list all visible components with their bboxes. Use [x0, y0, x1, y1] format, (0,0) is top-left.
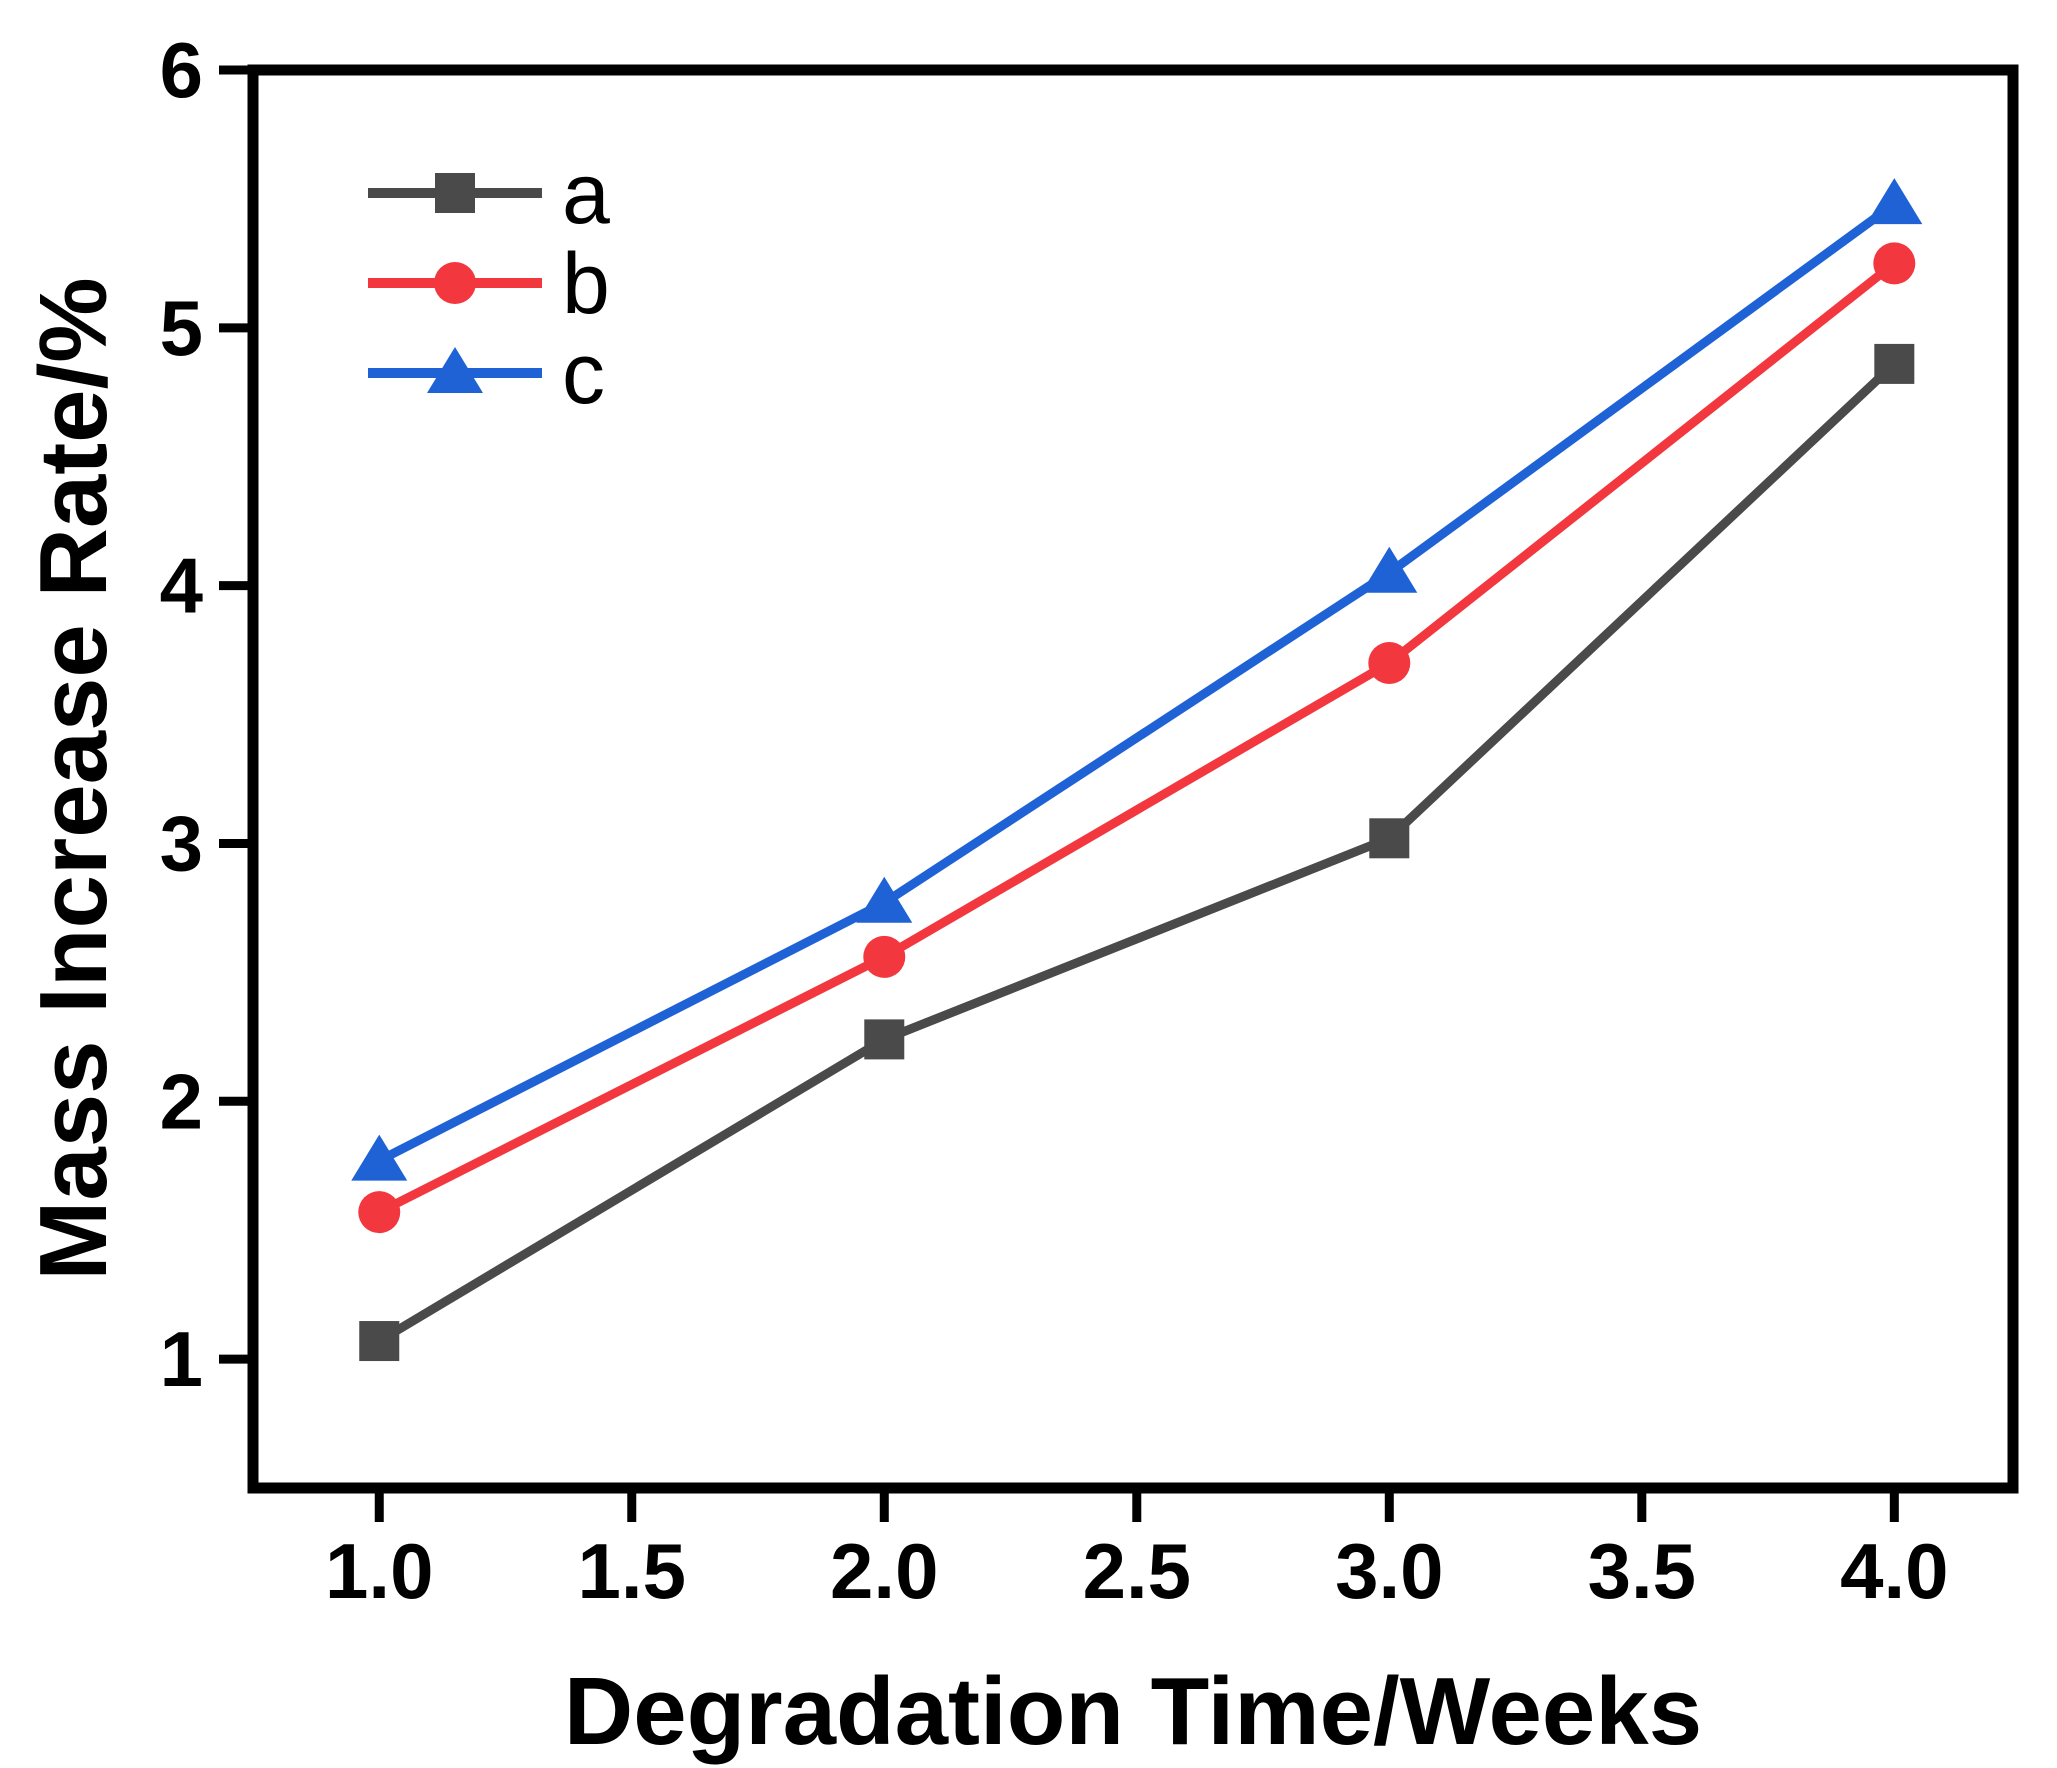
x-tick-label: 1.0	[325, 1527, 433, 1615]
y-tick-label: 6	[160, 26, 203, 114]
x-tick-label: 2.5	[1083, 1527, 1191, 1615]
series-b-marker	[1873, 242, 1916, 285]
x-tick-label: 3.5	[1588, 1527, 1696, 1615]
x-tick-label: 1.5	[578, 1527, 686, 1615]
series-c-marker	[1866, 178, 1923, 225]
legend-b-label: b	[562, 236, 610, 332]
series-c-line	[377, 200, 1897, 1165]
plot-layer: 1 2 3 4 5 6 1.0 1.5 2.0 2.5 3.0 3.5 4.0	[160, 26, 2019, 1615]
x-tick-label: 4.0	[1840, 1527, 1948, 1615]
series-c-marker	[856, 876, 913, 923]
y-tick-label: 2	[160, 1057, 203, 1145]
series-a-marker	[864, 1019, 905, 1060]
y-tick-label: 4	[160, 542, 203, 630]
y-axis-title: Mass Increase Rate/%	[20, 277, 127, 1280]
legend-a-label: a	[562, 146, 610, 242]
series-a-marker	[1874, 343, 1915, 384]
series-b-marker	[863, 935, 906, 978]
series-c-marker	[1361, 546, 1418, 593]
x-axis-title: Degradation Time/Weeks	[564, 1658, 1702, 1765]
legend-c-label: c	[562, 326, 605, 422]
series-c-marker	[351, 1134, 408, 1181]
y-tick-label: 1	[160, 1315, 203, 1403]
series-layer	[351, 178, 1923, 1362]
chart-legend: abc	[368, 146, 610, 422]
series-a-marker	[1369, 818, 1410, 859]
series-b-marker	[358, 1191, 401, 1234]
x-tick-label: 3.0	[1335, 1527, 1443, 1615]
x-tick-label: 2.0	[830, 1527, 938, 1615]
y-tick-label: 3	[160, 799, 203, 887]
y-tick-label: 5	[160, 284, 203, 372]
series-a-marker	[359, 1321, 400, 1362]
series-b-marker	[1368, 641, 1411, 684]
legend-c-marker	[427, 347, 483, 393]
legend-b-marker	[434, 262, 476, 304]
series-b-line	[377, 259, 1898, 1217]
legend-a-marker	[435, 173, 475, 213]
series-a-line	[376, 360, 1898, 1345]
